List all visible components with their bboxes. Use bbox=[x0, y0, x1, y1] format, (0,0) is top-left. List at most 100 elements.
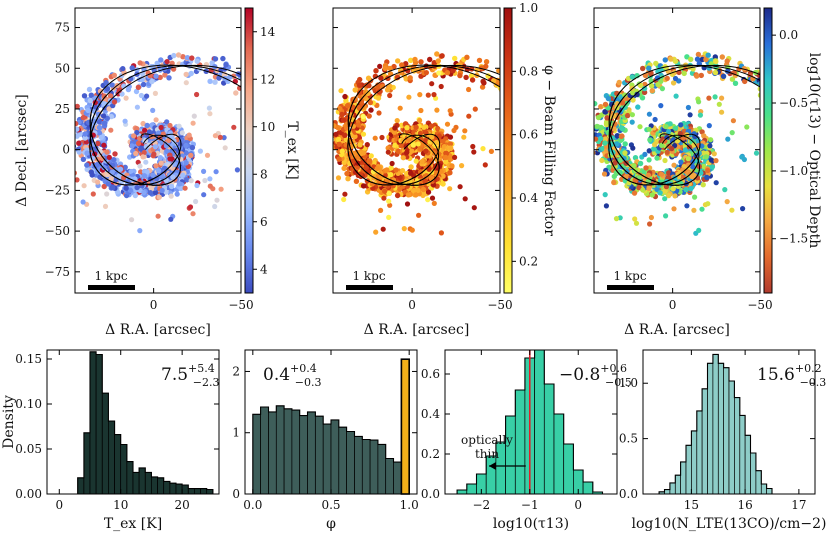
map-pixel bbox=[108, 176, 114, 182]
map-pixel bbox=[637, 160, 644, 167]
map-pixel bbox=[377, 63, 383, 69]
map-pixel bbox=[696, 99, 702, 105]
map-pixel bbox=[81, 183, 87, 189]
map-pixel bbox=[425, 189, 432, 195]
map-pixel bbox=[655, 81, 661, 88]
colorbar-label: T_ex [K] bbox=[284, 121, 300, 179]
map-pixel bbox=[143, 159, 149, 165]
map-pixel bbox=[443, 159, 449, 165]
map-pixel bbox=[405, 192, 412, 198]
colorbar-label: φ − Beam Filling Factor bbox=[541, 65, 557, 236]
map-pixel bbox=[659, 142, 665, 148]
map-pixel bbox=[223, 61, 229, 68]
map-pixel bbox=[111, 72, 118, 79]
map-pixel bbox=[695, 51, 702, 58]
map-pixel bbox=[617, 137, 624, 144]
map-pixel bbox=[159, 187, 165, 194]
map-pixel bbox=[652, 141, 658, 148]
map-pixel bbox=[101, 100, 107, 107]
map-pixel bbox=[213, 169, 219, 175]
map-pixel bbox=[147, 190, 154, 196]
map-pixel bbox=[263, 89, 268, 94]
map-pixel bbox=[137, 163, 143, 169]
map-pixel bbox=[382, 188, 388, 194]
map-pixel bbox=[646, 111, 653, 117]
map-pixel bbox=[413, 192, 419, 198]
map-pixel bbox=[333, 131, 339, 137]
map-pixel bbox=[151, 151, 157, 157]
histogram-bar bbox=[138, 467, 146, 495]
summary-value: −0.8+0.6 −0.5 bbox=[559, 362, 632, 389]
map-pixel bbox=[141, 190, 147, 196]
colorbar-tick-label: 8 bbox=[260, 167, 268, 181]
y-axis-label: Δ Decl. [arcsec] bbox=[14, 94, 30, 206]
map-pixel bbox=[100, 113, 107, 119]
map-pixel bbox=[716, 101, 722, 107]
map-pixel bbox=[427, 139, 433, 145]
map-pixel bbox=[753, 150, 760, 156]
map-pixel bbox=[417, 92, 423, 98]
map-pixel bbox=[598, 124, 604, 131]
map-pixel bbox=[673, 125, 679, 131]
map-pixel bbox=[270, 91, 275, 96]
map-pixel bbox=[408, 164, 414, 170]
map-pixel bbox=[353, 169, 359, 175]
map-pixel bbox=[353, 178, 360, 184]
histogram-bar bbox=[120, 444, 128, 495]
map-pixel bbox=[708, 157, 715, 163]
colorbar-tick-label: 0.8 bbox=[519, 64, 538, 78]
histogram-bar bbox=[268, 411, 277, 495]
map-pixel bbox=[704, 174, 710, 181]
map-pixel bbox=[725, 136, 731, 142]
histogram-bar bbox=[514, 389, 526, 495]
map-pixel bbox=[366, 82, 372, 89]
hist-n: 15 16 17 0.0 0.5 1.0 log10(N_LTE(13CO)/cm−2) 15… bbox=[619, 349, 826, 532]
map-pixel bbox=[434, 51, 440, 57]
histogram-bar bbox=[307, 411, 316, 495]
map-pixel bbox=[670, 80, 677, 86]
map-pixel bbox=[265, 105, 270, 110]
map-pixel bbox=[649, 88, 655, 94]
map-pixel bbox=[263, 109, 268, 114]
map-pixel bbox=[116, 87, 122, 94]
map-pixel bbox=[418, 107, 424, 114]
map-pixel bbox=[629, 119, 635, 125]
map-pixel bbox=[156, 194, 162, 200]
scale-bar-label: 1 kpc bbox=[613, 269, 646, 283]
map-pixel bbox=[534, 105, 539, 110]
map-pixel bbox=[221, 80, 227, 86]
map-pixel bbox=[459, 163, 465, 169]
map-pixel bbox=[646, 157, 652, 163]
map-pixel bbox=[671, 162, 677, 168]
map-pixel bbox=[713, 158, 719, 164]
map-pixel bbox=[282, 107, 287, 112]
map-pixel bbox=[357, 90, 363, 96]
map-pixel bbox=[632, 216, 638, 222]
map-pixel bbox=[742, 78, 748, 85]
map-pixel bbox=[597, 135, 604, 142]
map-pixel bbox=[612, 160, 618, 166]
map-pixel bbox=[534, 99, 539, 104]
map-pixel bbox=[352, 87, 358, 93]
map-pixel bbox=[256, 91, 261, 96]
map-pixel bbox=[401, 226, 407, 232]
map-pixel bbox=[267, 99, 272, 104]
map-pixel bbox=[713, 58, 719, 65]
map-pixel bbox=[479, 84, 486, 90]
map-pixel bbox=[514, 95, 519, 100]
histogram-bar bbox=[760, 483, 768, 495]
map-pixel bbox=[377, 88, 383, 95]
map-pixel bbox=[128, 168, 134, 175]
map-pixel bbox=[233, 90, 239, 96]
map-pixel bbox=[212, 56, 219, 62]
map-pixel bbox=[366, 158, 373, 164]
histogram-bar bbox=[187, 488, 195, 495]
map-pixel bbox=[466, 86, 472, 93]
map-pixel bbox=[231, 124, 237, 130]
map-tex: 0 −50 75 50 25 0 −25 −50 −75 Δ R.A. [arcsec] Δ Dec… bbox=[14, 7, 300, 338]
map-pixel bbox=[132, 192, 138, 199]
map-pixel bbox=[602, 136, 608, 142]
map-pixel bbox=[75, 121, 79, 127]
y-tick-label: 0.10 bbox=[15, 397, 42, 411]
map-pixel bbox=[197, 148, 203, 154]
